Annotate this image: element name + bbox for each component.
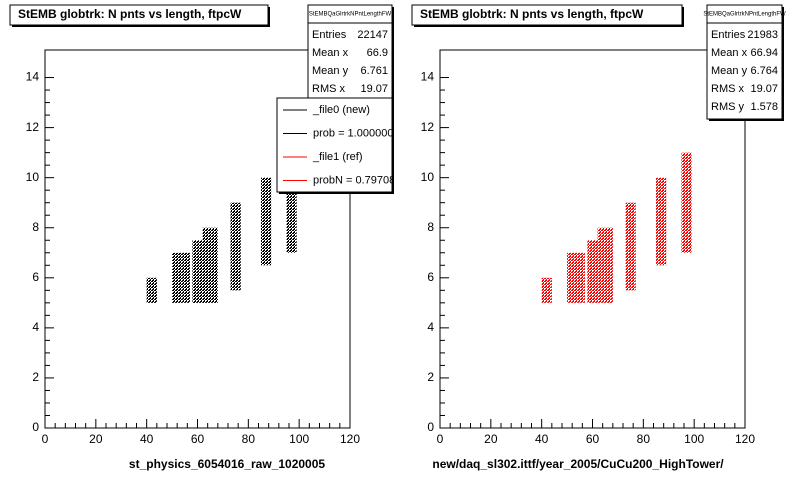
density-cluster: [172, 252, 183, 303]
y-tick-label: 6: [32, 270, 39, 284]
density-cluster: [146, 277, 157, 303]
stats-value: 6.761: [360, 65, 388, 77]
y-tick-label: 8: [32, 220, 39, 234]
density-cluster: [230, 202, 241, 291]
density-cluster: [202, 227, 218, 303]
x-tick-label: 60: [191, 432, 205, 446]
y-tick-label: 0: [32, 420, 39, 434]
legend-label: probN = 0.79708: [313, 174, 395, 186]
density-cluster: [182, 252, 190, 303]
stats-box: [706, 4, 783, 120]
stats-value: 66.9: [367, 47, 388, 59]
y-tick-label: 0: [427, 420, 434, 434]
legend-box: [276, 97, 393, 193]
x-tick-label: 120: [735, 432, 755, 446]
x-axis-label: st_physics_6054016_raw_1020005: [129, 457, 325, 471]
density-cluster: [261, 177, 272, 266]
x-axis-label: new/daq_sl302.ittf/year_2005/CuCu200_Hig…: [432, 457, 724, 471]
stats-label: Mean y: [312, 65, 349, 77]
y-tick-label: 2: [32, 370, 39, 384]
density-cluster: [567, 252, 578, 303]
x-tick-label: 20: [484, 432, 498, 446]
plot-frame: [439, 49, 746, 429]
y-tick-label: 10: [421, 170, 435, 184]
stats-value: 1.578: [750, 101, 778, 113]
stats-value: 6.764: [750, 65, 778, 77]
density-cluster: [587, 240, 598, 303]
x-tick-label: 40: [535, 432, 549, 446]
stats-label: RMS x: [711, 83, 745, 95]
density-cluster: [656, 177, 667, 266]
stats-label: Mean x: [312, 47, 349, 59]
stats-title: StEMBQaGlrtrkNPntLengthFW: [309, 12, 392, 18]
title-box: [9, 4, 269, 26]
density-cluster: [577, 252, 585, 303]
x-tick-label: 80: [637, 432, 651, 446]
density-cluster: [541, 277, 552, 303]
stats-label: Mean x: [711, 47, 748, 59]
x-tick-label: 20: [89, 432, 103, 446]
stats-value: 21983: [747, 29, 778, 41]
y-tick-label: 10: [26, 170, 40, 184]
stats-title: StEMBQaGlrtrkNPntLengthFW: [703, 12, 786, 18]
density-cluster: [286, 152, 297, 253]
x-tick-label: 0: [42, 432, 49, 446]
x-tick-label: 0: [437, 432, 444, 446]
y-tick-label: 4: [32, 320, 39, 334]
y-tick-label: 2: [427, 370, 434, 384]
stats-value: 66.94: [750, 47, 778, 59]
x-tick-label: 120: [340, 432, 360, 446]
y-tick-label: 12: [421, 120, 435, 134]
legend-label: _file0 (new): [312, 104, 370, 116]
y-tick-label: 8: [427, 220, 434, 234]
title-box: [411, 4, 683, 26]
y-tick-label: 14: [421, 70, 435, 84]
x-tick-label: 60: [586, 432, 600, 446]
x-tick-label: 100: [289, 432, 309, 446]
chart-title: StEMB globtrk: N pnts vs length, ftpcW: [420, 7, 644, 21]
x-tick-label: 40: [140, 432, 154, 446]
x-tick-label: 80: [242, 432, 256, 446]
stats-label: Mean y: [711, 65, 748, 77]
legend-label: prob = 1.000000: [313, 127, 393, 139]
x-tick-label: 100: [684, 432, 704, 446]
y-tick-label: 12: [26, 120, 40, 134]
stats-value: 22147: [357, 29, 388, 41]
stats-value: 19.07: [750, 83, 778, 95]
stats-box: [307, 4, 393, 102]
stats-label: RMS x: [312, 83, 346, 95]
stats-value: 19.07: [360, 83, 388, 95]
stats-label: Entries: [312, 29, 347, 41]
stats-label: Entries: [711, 29, 746, 41]
density-cluster: [192, 240, 203, 303]
y-tick-label: 14: [26, 70, 40, 84]
chart-title: StEMB globtrk: N pnts vs length, ftpcW: [18, 7, 242, 21]
y-tick-label: 4: [427, 320, 434, 334]
density-cluster: [625, 202, 636, 291]
legend-label: _file1 (ref): [312, 151, 363, 163]
stats-label: RMS y: [711, 101, 745, 113]
legend: _file0 (new) prob = 1.000000 _file1 (ref) p…: [283, 104, 395, 186]
density-cluster: [681, 152, 692, 253]
y-tick-label: 6: [427, 270, 434, 284]
density-cluster: [597, 227, 613, 303]
